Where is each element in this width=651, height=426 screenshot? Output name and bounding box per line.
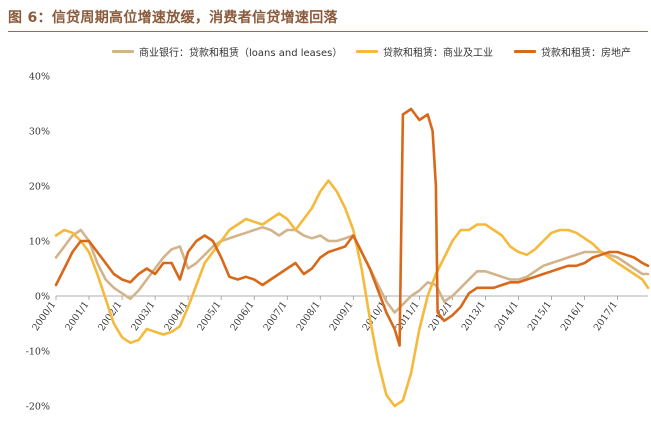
x-tick-label: 2013/1 (460, 299, 488, 333)
series-line-2 (54, 107, 650, 347)
legend-label-loans-leases: 商业银行：贷款和租赁（loans and leases） (139, 48, 343, 59)
x-tick-label: 2007/1 (262, 299, 290, 333)
x-tick-label: 2011/1 (394, 299, 422, 333)
x-tick-label: 2001/1 (63, 299, 91, 333)
series-line-1 (54, 179, 650, 408)
legend-item-loans-leases: 商业银行：贷款和租赁（loans and leases） (112, 44, 342, 59)
x-tick-label: 2016/1 (559, 299, 587, 333)
y-tick-label: 10% (29, 237, 50, 248)
x-tick-label: 2006/1 (228, 299, 256, 333)
y-tick-label: -20% (26, 402, 50, 413)
legend-swatch-loans-leases (112, 50, 134, 53)
x-tick-label: 2017/1 (592, 299, 620, 333)
y-tick-label: -10% (26, 347, 50, 358)
legend-item-commercial-industrial: 贷款和租赁：商业及工业 (356, 44, 493, 59)
x-tick-label: 2000/1 (30, 299, 58, 333)
y-tick-label: 20% (29, 182, 50, 193)
x-tick-label: 2014/1 (493, 299, 521, 333)
x-tick-label: 2008/1 (295, 299, 323, 333)
x-tick-label: 2005/1 (195, 299, 223, 333)
legend-swatch-real-estate (514, 50, 536, 53)
x-tick-label: 2003/1 (129, 299, 157, 333)
y-tick-label: 40% (29, 72, 50, 83)
legend-swatch-commercial-industrial (356, 50, 378, 53)
legend-item-real-estate: 贷款和租赁：房地产 (514, 44, 631, 59)
x-tick-label: 2015/1 (526, 299, 554, 333)
y-tick-label: 0% (35, 292, 50, 303)
x-tick-label: 2009/1 (328, 299, 356, 333)
title-rule (8, 31, 648, 32)
chart-legend: 商业银行：贷款和租赁（loans and leases） 贷款和租赁：商业及工业… (0, 44, 651, 62)
legend-label-commercial-industrial: 贷款和租赁：商业及工业 (383, 48, 493, 59)
y-tick-label: 30% (29, 127, 50, 138)
legend-label-real-estate: 贷款和租赁：房地产 (541, 48, 631, 59)
figure-title: 图 6：信贷周期高位增速放缓，消费者信贷增速回落 (8, 10, 338, 26)
